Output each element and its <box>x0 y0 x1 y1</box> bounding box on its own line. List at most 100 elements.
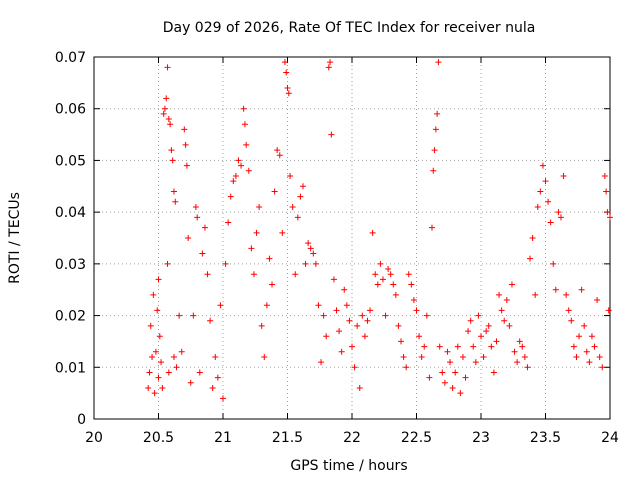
data-point <box>235 157 242 164</box>
data-point <box>382 312 389 319</box>
data-point <box>498 307 505 314</box>
data-point <box>312 260 319 267</box>
scatter-points <box>145 59 613 402</box>
data-point <box>426 374 433 381</box>
data-point <box>245 167 252 174</box>
y-tick-label: 0.05 <box>55 153 86 169</box>
data-point <box>364 317 371 324</box>
y-tick-label: 0.06 <box>55 102 86 118</box>
data-point <box>318 359 325 366</box>
x-tick-label: 23 <box>472 430 490 446</box>
data-point <box>552 286 559 293</box>
data-point <box>395 322 402 329</box>
data-point <box>250 271 257 278</box>
y-axis: 0 0.01 0.02 0.03 0.04 0.05 0.06 0.07 <box>55 50 610 428</box>
data-point <box>160 110 167 117</box>
data-point <box>547 219 554 226</box>
data-point <box>459 353 466 360</box>
data-point <box>343 302 350 309</box>
data-point <box>475 312 482 319</box>
data-point <box>435 59 442 66</box>
data-point <box>227 193 234 200</box>
data-point <box>192 203 199 210</box>
data-point <box>258 322 265 329</box>
data-point <box>165 116 172 123</box>
grid-lines <box>94 57 610 419</box>
data-point <box>444 348 451 355</box>
data-point <box>323 333 330 340</box>
data-point <box>170 353 177 360</box>
data-point <box>349 343 355 350</box>
data-point <box>588 333 595 340</box>
data-point <box>372 271 379 278</box>
y-tick-label: 0.04 <box>55 205 86 221</box>
data-point <box>392 291 399 298</box>
data-point <box>159 384 166 391</box>
data-point <box>310 250 317 257</box>
data-point <box>168 147 175 154</box>
data-point <box>539 162 546 169</box>
data-point <box>271 188 278 195</box>
data-point <box>596 353 603 360</box>
data-point <box>478 333 484 340</box>
data-point <box>149 353 156 360</box>
data-point <box>398 338 405 345</box>
data-point <box>428 224 435 231</box>
data-point <box>605 307 612 314</box>
data-point <box>287 172 294 179</box>
data-point <box>557 214 564 221</box>
data-point <box>591 343 598 350</box>
data-point <box>169 157 176 164</box>
data-point <box>439 369 446 376</box>
data-point <box>325 64 332 71</box>
data-point <box>369 229 376 236</box>
data-point <box>545 198 552 205</box>
data-point <box>578 286 585 293</box>
data-point <box>256 203 263 210</box>
data-point <box>387 271 394 278</box>
data-point <box>194 214 201 221</box>
data-point <box>423 312 430 319</box>
data-point <box>421 343 428 350</box>
data-point <box>483 328 490 335</box>
data-point <box>408 281 415 288</box>
data-point <box>511 348 518 355</box>
data-point <box>599 364 606 371</box>
data-point <box>374 281 381 288</box>
x-tick-label: 22.5 <box>401 430 432 446</box>
data-point <box>432 126 439 133</box>
data-point <box>240 105 247 112</box>
data-point <box>400 353 407 360</box>
data-point <box>327 59 334 66</box>
data-point <box>151 390 158 397</box>
data-point <box>467 317 474 324</box>
data-point <box>222 260 229 267</box>
data-point <box>356 384 363 391</box>
x-axis: 20 20.5 21 21.5 22 22.5 23 23.5 24 <box>85 57 619 446</box>
data-point <box>529 235 536 241</box>
data-point <box>457 390 464 397</box>
data-point <box>506 322 513 329</box>
data-point <box>315 302 322 309</box>
x-tick-label: 20 <box>85 430 103 446</box>
data-point <box>560 172 567 179</box>
data-point <box>241 121 248 128</box>
data-point <box>537 188 544 195</box>
data-point <box>163 95 170 102</box>
data-point <box>452 369 459 376</box>
data-point <box>603 188 610 195</box>
data-point <box>243 141 250 148</box>
data-point <box>514 359 521 366</box>
data-point <box>431 147 438 154</box>
data-point <box>586 359 593 366</box>
data-point <box>330 276 337 283</box>
data-point <box>604 209 611 216</box>
data-point <box>441 379 448 386</box>
x-tick-label: 20.5 <box>143 430 174 446</box>
data-point <box>416 333 423 340</box>
data-point <box>501 317 508 324</box>
data-point <box>201 224 208 231</box>
data-point <box>436 343 443 350</box>
data-point <box>524 364 531 371</box>
